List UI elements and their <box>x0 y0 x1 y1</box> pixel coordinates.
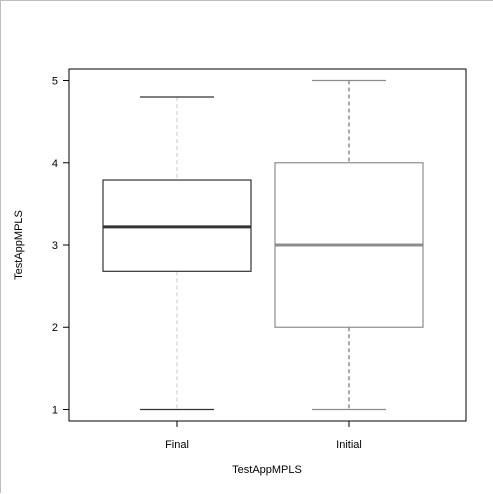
boxes-group <box>102 79 424 411</box>
y-axis: 1 2 3 4 5 <box>52 76 69 416</box>
y-tick-label: 2 <box>52 322 58 334</box>
box-final <box>102 96 252 411</box>
box-initial <box>274 79 424 411</box>
x-axis: Final Initial <box>165 421 362 451</box>
x-tick-label: Initial <box>336 439 362 451</box>
y-tick-label: 4 <box>52 158 58 170</box>
y-tick-label: 5 <box>52 76 58 88</box>
y-axis-title: TestAppMPLS <box>13 210 25 280</box>
y-tick-label: 3 <box>52 240 58 252</box>
x-tick-label: Final <box>165 439 189 451</box>
x-axis-title: TestAppMPLS <box>232 464 302 476</box>
y-tick-label: 1 <box>52 404 58 416</box>
